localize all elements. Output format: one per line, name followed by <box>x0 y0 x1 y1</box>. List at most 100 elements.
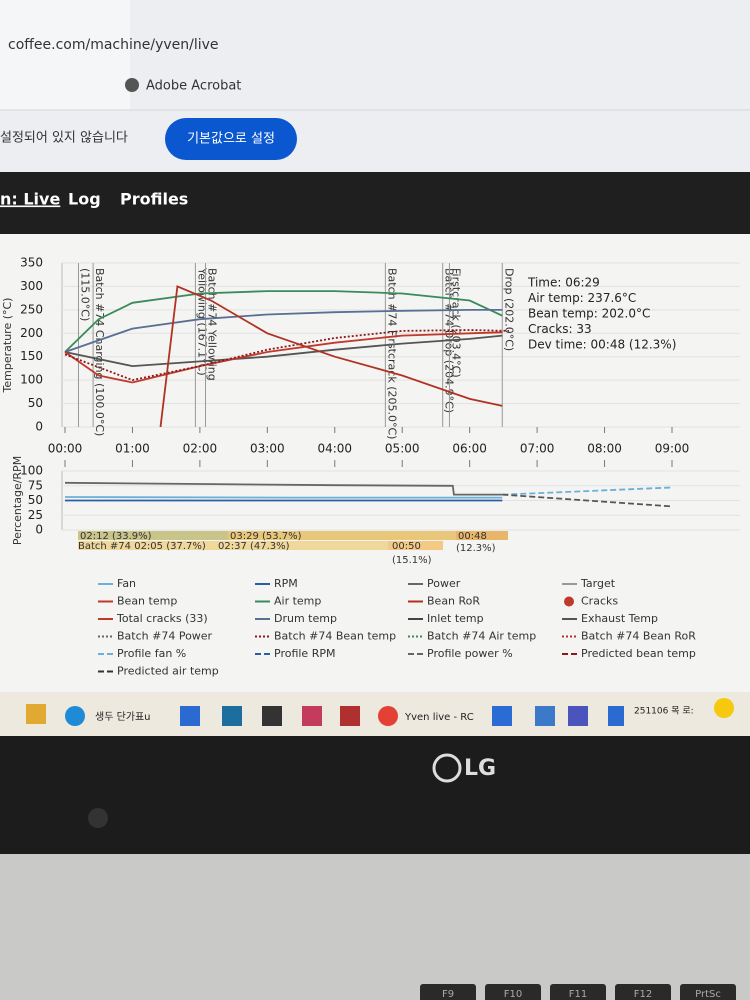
charts: Temperature (°C)05010015020025030035000:… <box>1 256 740 545</box>
icon[interactable] <box>65 706 85 726</box>
taskbar-item[interactable]: 생두 단가표u <box>95 711 151 723</box>
key <box>485 984 541 1000</box>
series-line <box>64 331 503 384</box>
legend-label: Air temp <box>274 595 321 608</box>
key-label: PrtSc <box>695 989 721 1000</box>
key-label: F12 <box>634 989 652 1000</box>
phase-band <box>228 531 456 540</box>
icon[interactable] <box>302 706 322 726</box>
legend-label: Power <box>427 577 461 590</box>
phase-band <box>78 531 228 540</box>
y-tick-label: 100 <box>20 464 43 478</box>
series-line <box>64 481 503 496</box>
series-line <box>64 290 503 353</box>
keyboard-deck <box>0 854 750 1000</box>
x-tick-label: 08:00 <box>587 442 622 456</box>
event-label: Firstcrack (203.4°C) <box>449 268 462 378</box>
taskbar <box>0 692 750 736</box>
x-tick-label: 04:00 <box>317 442 352 456</box>
y-tick-label: 0 <box>35 420 43 434</box>
glare <box>0 0 130 110</box>
nav-log[interactable]: Log <box>68 190 101 209</box>
url: coffee.com/machine/yven/live <box>8 37 219 53</box>
icon[interactable] <box>535 706 555 726</box>
key-label: F10 <box>504 989 522 1000</box>
phase-band <box>388 541 443 550</box>
key-label: F11 <box>569 989 587 1000</box>
keys: F9 F10 F11 F12 PrtSc <box>420 984 736 1000</box>
y-tick-label: 200 <box>20 326 43 340</box>
laptop-bezel <box>0 736 750 854</box>
phase-band <box>78 541 228 550</box>
info-line: Air temp: 237.6°C <box>528 291 636 305</box>
phase-labels: 02:12 (33.9%) 03:29 (53.7%) 00:48 Batch #74… <box>78 531 496 566</box>
phase-band <box>228 541 388 550</box>
default-button[interactable] <box>165 118 297 160</box>
taskbar-item[interactable]: 251106 목 로: <box>634 706 694 717</box>
icon[interactable] <box>608 706 624 726</box>
legend-label: Batch #74 Air temp <box>427 630 536 643</box>
legend-label: Fan <box>117 577 136 590</box>
legend-label: RPM <box>274 577 298 590</box>
icon[interactable] <box>26 704 46 724</box>
series-line <box>502 486 673 496</box>
icon[interactable] <box>568 706 588 726</box>
x-tick-label: 00:00 <box>48 442 83 456</box>
legend-label: Bean RoR <box>427 595 480 608</box>
default-button-label[interactable]: 기본값으로 설정 <box>187 132 275 147</box>
series-line <box>64 329 510 382</box>
info-line: Cracks: 33 <box>528 322 592 336</box>
y-tick-label: 25 <box>28 508 43 522</box>
y-tick-label: 350 <box>20 256 43 270</box>
info-line: Dev time: 00:48 (12.3%) <box>528 338 676 352</box>
icon[interactable] <box>492 706 512 726</box>
series-line <box>159 285 503 428</box>
icon[interactable] <box>714 698 734 718</box>
info-line: Time: 06:29 <box>527 276 600 290</box>
legend-label: Inlet temp <box>427 612 484 625</box>
key <box>680 984 736 1000</box>
nav-live[interactable]: n: Live <box>0 190 60 209</box>
x-tick-label: 07:00 <box>520 442 555 456</box>
series-line <box>64 334 503 368</box>
legend-label: Profile fan % <box>117 647 186 660</box>
event-label: Drop (202.0°C) <box>502 268 515 351</box>
x-tick-label: 03:00 <box>250 442 285 456</box>
phase-label: 03:29 (53.7%) <box>230 531 302 542</box>
key <box>420 984 476 1000</box>
y-tick-label: 75 <box>28 478 43 492</box>
taskbar-item[interactable]: Yven live - RC <box>404 712 474 723</box>
icon[interactable] <box>180 706 200 726</box>
x-tick-label: 06:00 <box>452 442 487 456</box>
y-tick-label: 50 <box>28 493 43 507</box>
icon[interactable] <box>262 706 282 726</box>
legend-label: Profile RPM <box>274 647 335 660</box>
x-tick-label: 01:00 <box>115 442 150 456</box>
event-label: Batch #74 Charging (100.0°C) <box>93 268 106 436</box>
phase-label: 00:50 <box>392 541 421 552</box>
y-tick-label: 50 <box>28 396 43 410</box>
notice: 설정되어 있지 않습니다 <box>0 131 128 146</box>
icon[interactable] <box>340 706 360 726</box>
nav-profiles[interactable]: Profiles <box>120 190 188 209</box>
hinge <box>88 808 108 828</box>
legend-label: Batch #74 Bean temp <box>274 630 396 643</box>
legend-label: Predicted air temp <box>117 665 219 678</box>
legend-swatch <box>564 596 574 607</box>
bookmark[interactable]: Adobe Acrobat <box>146 79 241 94</box>
taskbar-icons <box>26 698 734 726</box>
y-tick-label: 0 <box>35 523 43 537</box>
key-label: F9 <box>442 989 454 1000</box>
y-tick-label: 250 <box>20 302 43 316</box>
icon[interactable] <box>222 706 242 726</box>
legend-label: Batch #74 Power <box>117 630 213 643</box>
phase-label: 02:12 (33.9%) <box>80 531 152 542</box>
icon[interactable] <box>378 706 398 726</box>
event-label: (115.0°C) <box>78 268 91 321</box>
phase-label: (15.1%) <box>392 555 432 566</box>
key <box>550 984 606 1000</box>
y-tick-label: 100 <box>20 373 43 387</box>
